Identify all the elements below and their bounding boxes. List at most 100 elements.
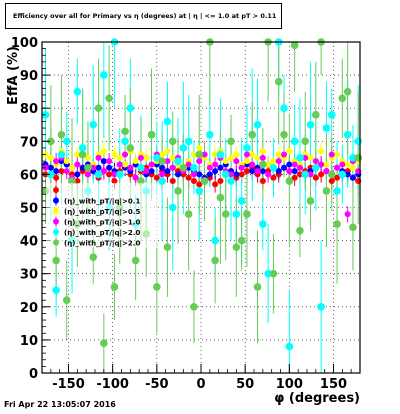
data-point xyxy=(211,256,219,265)
data-point xyxy=(296,171,303,178)
data-point xyxy=(168,137,177,146)
data-point xyxy=(323,161,330,168)
data-point xyxy=(95,164,102,171)
data-point xyxy=(190,303,198,311)
data-point xyxy=(159,171,166,178)
data-point xyxy=(74,171,81,178)
data-point xyxy=(62,137,71,146)
data-point xyxy=(259,168,266,175)
data-point xyxy=(233,151,240,158)
data-point xyxy=(333,187,341,195)
data-point xyxy=(163,117,172,126)
y-tick-label: 70 xyxy=(20,135,38,150)
data-point xyxy=(53,168,60,175)
data-point xyxy=(175,171,182,178)
data-point xyxy=(52,286,60,295)
data-point xyxy=(338,94,347,103)
y-tick-label: 90 xyxy=(20,69,38,84)
data-point xyxy=(57,150,66,159)
data-point xyxy=(280,104,288,112)
data-point xyxy=(84,154,91,161)
data-point xyxy=(338,170,347,179)
data-point xyxy=(333,220,341,228)
data-point xyxy=(286,148,293,155)
data-point xyxy=(249,151,256,158)
data-point xyxy=(243,168,250,175)
data-point xyxy=(89,253,98,261)
data-point xyxy=(127,164,134,171)
data-point xyxy=(110,283,119,291)
data-point xyxy=(185,174,192,181)
legend-marker xyxy=(53,187,59,193)
x-axis-label: φ (degrees) xyxy=(274,391,360,406)
data-point xyxy=(217,178,224,185)
data-point xyxy=(286,161,293,168)
data-point xyxy=(243,210,251,218)
data-point xyxy=(307,154,314,161)
data-point xyxy=(47,164,54,171)
data-point xyxy=(265,161,272,168)
data-point xyxy=(153,174,160,181)
data-point xyxy=(190,178,197,185)
data-point xyxy=(301,170,310,179)
data-point xyxy=(206,164,213,171)
chart-title-box: Efficiency over all for Primary vs η (de… xyxy=(5,3,282,29)
data-point xyxy=(148,161,155,168)
data-point xyxy=(290,41,299,50)
legend-entry-label: (η)_with_pT/|q|>2.0 xyxy=(64,240,140,249)
data-point xyxy=(259,148,266,155)
x-tick-label: 0 xyxy=(196,377,205,392)
data-point xyxy=(259,154,266,161)
y-tick-label: 100 xyxy=(11,36,38,51)
legend-entry-label: (η)_with_pT/|q|>1.0 xyxy=(64,219,140,228)
data-point xyxy=(327,170,336,179)
data-point xyxy=(69,164,76,171)
legend-marker xyxy=(53,208,59,214)
data-point xyxy=(296,154,304,162)
data-point xyxy=(74,151,81,158)
data-point xyxy=(254,168,261,175)
x-tick-label: -100 xyxy=(96,377,129,392)
data-point xyxy=(243,144,251,152)
data-point xyxy=(281,164,288,171)
data-point xyxy=(232,210,241,218)
data-point xyxy=(100,148,107,155)
data-point xyxy=(196,144,203,151)
data-point xyxy=(228,171,235,178)
y-axis-label: EffA (%) xyxy=(6,46,21,105)
data-point xyxy=(328,151,335,158)
data-point xyxy=(327,111,336,119)
data-point xyxy=(344,211,351,218)
data-point xyxy=(106,171,113,178)
data-point xyxy=(195,150,204,159)
data-point xyxy=(285,342,294,351)
data-point xyxy=(111,151,118,158)
data-point xyxy=(147,130,156,139)
data-point xyxy=(334,174,341,181)
legend: (η)_with_pT/|q|>0.1(η)_with_pT/|q|>0.5 (η… xyxy=(46,183,158,249)
data-point xyxy=(318,171,325,178)
data-point xyxy=(122,151,129,158)
y-tick-label: 10 xyxy=(20,334,38,349)
data-point xyxy=(301,137,310,146)
x-tick-label: 100 xyxy=(276,377,303,392)
data-point xyxy=(248,130,257,139)
data-point xyxy=(74,178,81,185)
data-point xyxy=(312,163,320,172)
y-tick-label: 80 xyxy=(20,102,38,117)
data-point xyxy=(158,177,166,185)
y-tick-label: 0 xyxy=(29,367,38,382)
data-point xyxy=(243,158,250,165)
data-point xyxy=(217,164,224,171)
chart-title: Efficiency over all for Primary vs η (de… xyxy=(13,12,277,20)
data-point xyxy=(238,171,245,178)
legend-entry-label: (η)_with_pT/|q|>0.5 xyxy=(64,208,140,217)
data-point xyxy=(159,151,166,158)
data-point xyxy=(106,158,113,165)
data-point xyxy=(53,158,60,165)
data-point xyxy=(253,283,262,291)
data-point xyxy=(216,193,225,202)
data-point xyxy=(344,171,351,178)
data-point xyxy=(317,303,325,311)
